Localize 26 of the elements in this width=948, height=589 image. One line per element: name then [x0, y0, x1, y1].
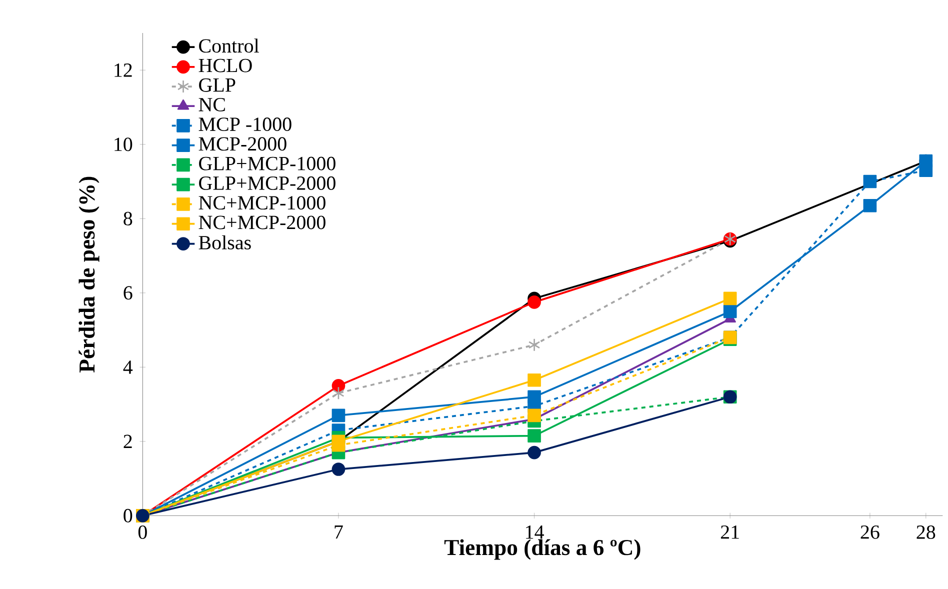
legend-label: HCLO: [198, 58, 252, 72]
x-axis-title: Tiempo (días a 6 ºC): [444, 539, 640, 560]
y-tick-label: 0: [124, 508, 132, 522]
legend-label: Bolsas: [198, 235, 251, 250]
y-tick-label: 10: [114, 138, 132, 152]
y-tick-label: 4: [123, 360, 133, 374]
y-axis-title: Pérdida de peso (%): [78, 176, 100, 372]
x-tick-label: 26: [860, 525, 880, 539]
y-tick-label: 2: [124, 434, 132, 448]
legend-label: MCP-2000: [198, 137, 286, 151]
y-tick-label: 12: [114, 64, 132, 77]
x-tick-label: 0: [138, 525, 147, 539]
legend-label: GLP: [199, 78, 236, 92]
legend-label: Control: [199, 38, 259, 53]
x-tick-label: 28: [916, 525, 936, 539]
x-tick-label: 14: [526, 525, 544, 539]
legend-label: GLP+MCP-1000: [199, 156, 336, 170]
legend-label: NC+MCP-2000: [198, 216, 326, 230]
legend-label: GLP+MCP-2000: [199, 176, 336, 190]
legend-label: NC+MCP-1000: [198, 196, 326, 210]
legend-label: MCP -1000: [198, 118, 292, 132]
y-tick-label: 6: [124, 286, 132, 300]
x-tick-label: 21: [720, 525, 739, 539]
x-tick-label: 7: [334, 525, 343, 539]
legend-label: NC: [198, 98, 225, 112]
y-tick-label: 8: [124, 212, 132, 226]
